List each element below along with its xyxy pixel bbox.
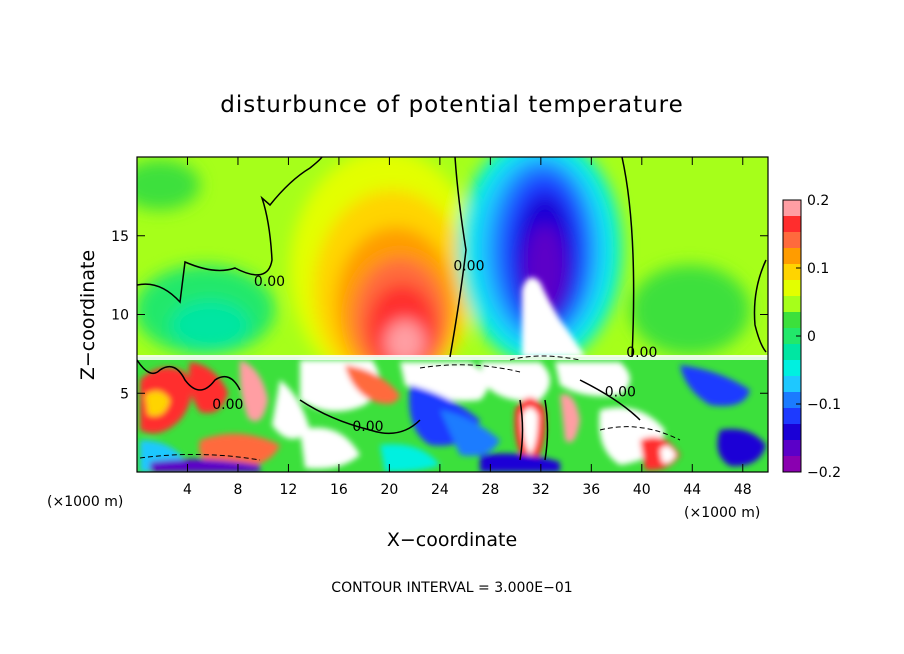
- x-tick-label: 44: [683, 482, 701, 498]
- y-tick-label: 15: [111, 229, 129, 245]
- colorbar: 0.2 0.1 0 −0.1 −0.2: [782, 193, 841, 481]
- colorbar-swatch: [783, 392, 801, 409]
- y-axis: 5 10 15: [111, 229, 768, 402]
- colorbar-swatch: [783, 312, 801, 329]
- x-tick-label: 40: [633, 482, 651, 498]
- contour-label: 0.00: [605, 384, 636, 400]
- x-tick-label: 32: [532, 482, 550, 498]
- colorbar-swatch: [783, 376, 801, 393]
- colorbar-tick-label: −0.2: [807, 465, 841, 481]
- x-tick-label: 24: [431, 482, 449, 498]
- chart-title: disturbunce of potential temperature: [220, 92, 684, 118]
- colorbar-tick-label: 0: [807, 329, 816, 345]
- colorbar-swatch: [783, 216, 801, 233]
- x-tick-label: 20: [380, 482, 398, 498]
- x-tick-label: 12: [280, 482, 298, 498]
- y-tick-label: 10: [111, 308, 129, 324]
- x-tick-label: 4: [183, 482, 192, 498]
- x-tick-label: 16: [330, 482, 348, 498]
- contour-label: 0.00: [212, 397, 243, 413]
- x-tick-label: 28: [481, 482, 499, 498]
- colorbar-swatch: [783, 264, 801, 281]
- contour-labels: 0.00 0.00 0.00 0.00 0.00 0.00: [212, 258, 657, 435]
- contour-label: 0.00: [453, 258, 484, 274]
- colorbar-tick-label: −0.1: [807, 397, 841, 413]
- contour-label: 0.00: [254, 274, 285, 290]
- x-unit-left: (×1000 m): [47, 494, 123, 510]
- colorbar-swatch: [783, 280, 801, 297]
- colorbar-swatch: [783, 424, 801, 441]
- colorbar-swatch: [783, 360, 801, 377]
- colorbar-swatch: [783, 408, 801, 425]
- x-axis-label: X−coordinate: [387, 529, 517, 551]
- x-axis: 4 8 12 16 20 24 28 32 36 40 44 48: [183, 157, 752, 498]
- colorbar-tick-label: 0.2: [807, 193, 829, 209]
- contour-interval-note: CONTOUR INTERVAL = 3.000E−01: [331, 580, 572, 596]
- negative-contour-lines: [139, 355, 681, 461]
- colorbar-swatch: [783, 248, 801, 265]
- colorbar-swatch: [783, 328, 801, 345]
- colorbar-swatch: [783, 456, 801, 473]
- x-tick-label: 8: [233, 482, 242, 498]
- colorbar-swatch: [783, 440, 801, 457]
- colorbar-swatch: [783, 344, 801, 361]
- y-axis-label: Z−coordinate: [77, 250, 99, 380]
- contour-label: 0.00: [352, 419, 383, 435]
- x-tick-label: 36: [582, 482, 600, 498]
- contour-label: 0.00: [626, 345, 657, 361]
- lower-turbulent-layer: [137, 355, 768, 472]
- color-field: [137, 157, 768, 472]
- x-unit-right: (×1000 m): [684, 505, 760, 521]
- colorbar-swatch: [783, 296, 801, 313]
- colorbar-swatch: [783, 232, 801, 249]
- colorbar-swatch: [783, 200, 801, 217]
- contour-lines: [137, 157, 767, 461]
- y-tick-label: 5: [120, 386, 129, 402]
- colorbar-tick-label: 0.1: [807, 261, 829, 277]
- x-tick-label: 48: [734, 482, 752, 498]
